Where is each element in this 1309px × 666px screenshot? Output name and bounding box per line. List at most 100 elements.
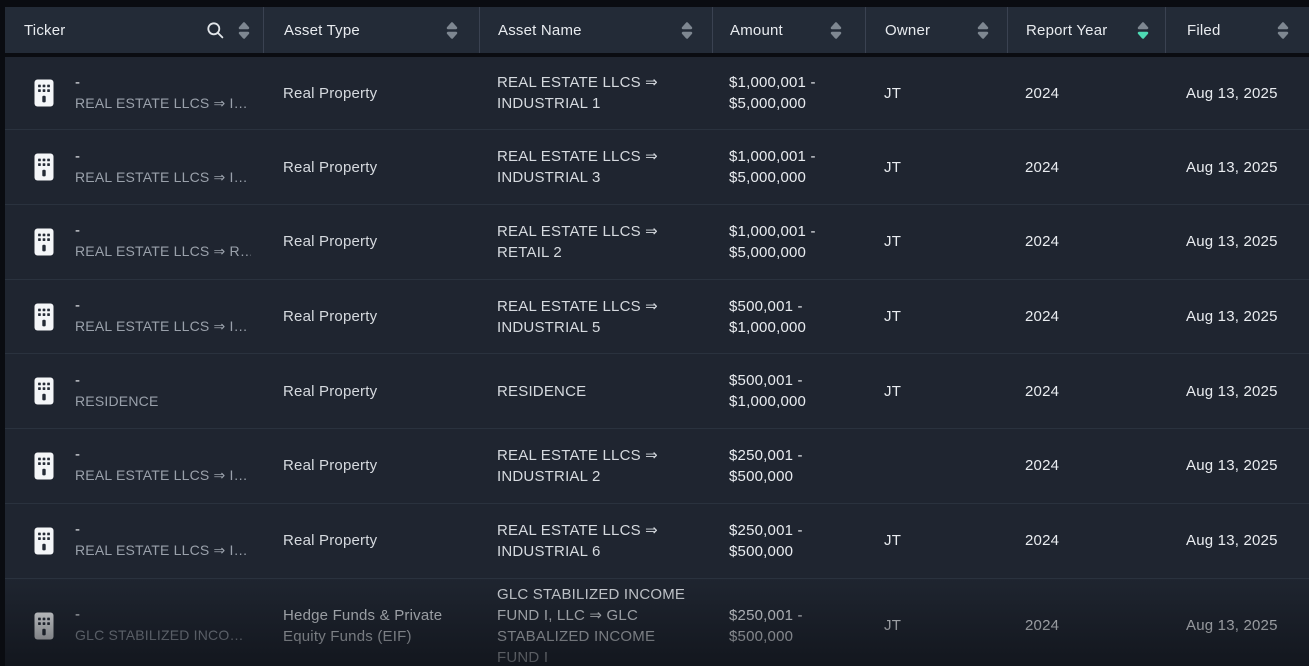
column-header-report-year[interactable]: Report Year	[1007, 7, 1165, 53]
column-label-ticker: Ticker	[24, 21, 66, 39]
amount-value: $1,000,001 - $5,000,000	[729, 222, 816, 261]
report-year-value: 2024	[1025, 158, 1060, 176]
owner-value: JT	[884, 532, 902, 550]
amount-value: $250,001 - $500,000	[729, 521, 803, 560]
asset-name-value: RESIDENCE	[497, 382, 587, 400]
owner-cell: JT	[865, 130, 1007, 204]
table-row[interactable]: - RESIDENCE Real Property RESIDENCE $500…	[5, 353, 1309, 429]
building-icon	[34, 527, 54, 555]
building-icon	[34, 153, 54, 181]
column-label-asset-type: Asset Type	[284, 21, 360, 39]
amount-cell: $500,001 - $1,000,000	[712, 280, 865, 354]
asset-name-cell: REAL ESTATE LLCS ⇒ RETAIL 2	[479, 205, 712, 279]
asset-name-value: REAL ESTATE LLCS ⇒ INDUSTRIAL 6	[497, 521, 658, 560]
ticker-subtitle: REAL ESTATE LLCS ⇒ R…	[75, 243, 251, 260]
search-icon[interactable]	[206, 21, 225, 40]
filed-cell: Aug 13, 2025	[1165, 584, 1309, 666]
ticker-value: -	[75, 606, 80, 624]
table-header-row: Ticker Asset Type Asset Name	[5, 7, 1309, 53]
column-header-owner[interactable]: Owner	[865, 7, 1007, 53]
ticker-cell: - REAL ESTATE LLCS ⇒ R…	[5, 205, 263, 279]
asset-type-cell: Real Property	[263, 354, 479, 428]
column-header-filed[interactable]: Filed	[1165, 7, 1309, 53]
assets-table: Ticker Asset Type Asset Name	[5, 7, 1309, 666]
asset-name-value: REAL ESTATE LLCS ⇒ INDUSTRIAL 2	[497, 446, 658, 485]
table-row[interactable]: - GLC STABILIZED INCO… Hedge Funds & Pri…	[5, 577, 1309, 666]
filed-value: Aug 13, 2025	[1186, 532, 1278, 550]
amount-cell: $1,000,001 - $5,000,000	[712, 57, 865, 129]
asset-name-value: REAL ESTATE LLCS ⇒ INDUSTRIAL 1	[497, 74, 658, 113]
column-label-amount: Amount	[730, 21, 783, 39]
column-label-asset-name: Asset Name	[498, 21, 582, 39]
report-year-cell: 2024	[1007, 57, 1165, 129]
table-row[interactable]: - REAL ESTATE LLCS ⇒ I… Real Property RE…	[5, 428, 1309, 503]
column-label-report-year: Report Year	[1026, 21, 1108, 39]
filed-cell: Aug 13, 2025	[1165, 280, 1309, 354]
table-row[interactable]: - REAL ESTATE LLCS ⇒ I… Real Property RE…	[5, 502, 1309, 578]
sort-icon[interactable]	[830, 21, 842, 40]
sort-icon-active-desc[interactable]	[1137, 21, 1149, 40]
amount-cell: $1,000,001 - $5,000,000	[712, 205, 865, 279]
report-year-value: 2024	[1025, 457, 1060, 475]
column-header-asset-type[interactable]: Asset Type	[263, 7, 479, 53]
asset-type-cell: Hedge Funds & Private Equity Funds (EIF)	[263, 584, 479, 666]
sort-icon[interactable]	[238, 21, 250, 40]
column-header-ticker[interactable]: Ticker	[5, 7, 263, 53]
owner-cell: JT	[865, 504, 1007, 578]
asset-name-cell: GLC STABILIZED INCOME FUND I, LLC ⇒ GLC …	[479, 584, 712, 666]
asset-type-cell: Real Property	[263, 57, 479, 129]
report-year-cell: 2024	[1007, 280, 1165, 354]
report-year-value: 2024	[1025, 233, 1060, 251]
filed-value: Aug 13, 2025	[1186, 382, 1278, 400]
owner-value: JT	[884, 233, 902, 251]
filed-cell: Aug 13, 2025	[1165, 57, 1309, 129]
sort-icon[interactable]	[1277, 21, 1289, 40]
asset-name-cell: REAL ESTATE LLCS ⇒ INDUSTRIAL 1	[479, 57, 712, 129]
filed-value: Aug 13, 2025	[1186, 457, 1278, 475]
asset-type-cell: Real Property	[263, 130, 479, 204]
amount-cell: $250,001 - $500,000	[712, 429, 865, 503]
column-header-amount[interactable]: Amount	[712, 7, 865, 53]
filed-value: Aug 13, 2025	[1186, 233, 1278, 251]
asset-type-value: Real Property	[283, 382, 378, 400]
owner-value: JT	[884, 617, 902, 635]
building-icon	[34, 377, 54, 405]
sort-icon[interactable]	[977, 21, 989, 40]
amount-value: $1,000,001 - $5,000,000	[729, 148, 816, 187]
table-row[interactable]: - REAL ESTATE LLCS ⇒ I… Real Property RE…	[5, 278, 1309, 354]
ticker-value: -	[75, 446, 80, 464]
ticker-value: -	[75, 147, 80, 165]
asset-type-value: Real Property	[283, 457, 378, 475]
report-year-value: 2024	[1025, 308, 1060, 326]
table-row[interactable]: - REAL ESTATE LLCS ⇒ R… Real Property RE…	[5, 204, 1309, 279]
report-year-cell: 2024	[1007, 354, 1165, 428]
column-header-asset-name[interactable]: Asset Name	[479, 7, 712, 53]
report-year-value: 2024	[1025, 617, 1060, 635]
amount-cell: $250,001 - $500,000	[712, 504, 865, 578]
filed-cell: Aug 13, 2025	[1165, 429, 1309, 503]
sort-icon[interactable]	[681, 21, 693, 40]
ticker-cell: - REAL ESTATE LLCS ⇒ I…	[5, 280, 263, 354]
building-icon	[34, 79, 54, 107]
filed-value: Aug 13, 2025	[1186, 84, 1278, 102]
asset-name-value: REAL ESTATE LLCS ⇒ INDUSTRIAL 3	[497, 148, 658, 187]
building-icon	[34, 452, 54, 480]
table-row[interactable]: - REAL ESTATE LLCS ⇒ I… Real Property RE…	[5, 57, 1309, 130]
report-year-cell: 2024	[1007, 130, 1165, 204]
sort-icon[interactable]	[446, 21, 458, 40]
amount-cell: $250,001 - $500,000	[712, 584, 865, 666]
asset-type-value: Real Property	[283, 308, 378, 326]
ticker-cell: - RESIDENCE	[5, 354, 263, 428]
filed-value: Aug 13, 2025	[1186, 158, 1278, 176]
report-year-cell: 2024	[1007, 504, 1165, 578]
filed-value: Aug 13, 2025	[1186, 308, 1278, 326]
asset-name-value: GLC STABILIZED INCOME FUND I, LLC ⇒ GLC …	[497, 585, 686, 666]
filed-value: Aug 13, 2025	[1186, 617, 1278, 635]
header-body-divider	[5, 53, 1309, 57]
report-year-value: 2024	[1025, 382, 1060, 400]
amount-value: $500,001 - $1,000,000	[729, 372, 807, 411]
owner-value: JT	[884, 382, 902, 400]
filed-cell: Aug 13, 2025	[1165, 205, 1309, 279]
amount-value: $250,001 - $500,000	[729, 606, 803, 645]
table-row[interactable]: - REAL ESTATE LLCS ⇒ I… Real Property RE…	[5, 129, 1309, 205]
